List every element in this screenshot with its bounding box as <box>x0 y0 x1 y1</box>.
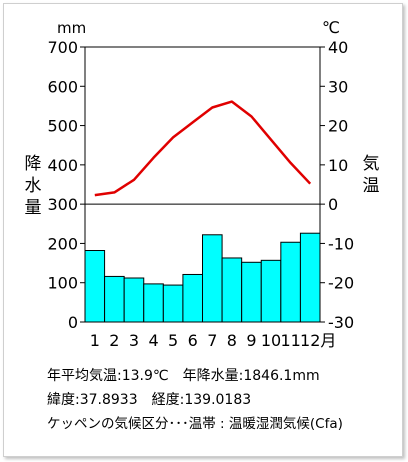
precip-tick-label: 300 <box>47 195 78 214</box>
precipitation-bar-5 <box>162 284 184 323</box>
precip-tick-label: 100 <box>47 274 78 293</box>
precipitation-bars <box>84 232 321 323</box>
temp-axis-label: 気温 <box>363 154 380 196</box>
annual-mean-temperature: 年平均気温:13.9℃ <box>47 368 169 384</box>
precipitation-bar-10 <box>260 259 282 323</box>
precipitation-bar-1 <box>84 250 106 323</box>
svg-text:量: 量 <box>25 198 42 218</box>
month-label: 12月 <box>300 331 336 350</box>
precipitation-bar-6 <box>182 273 204 323</box>
month-label: 8 <box>227 331 237 350</box>
koppen-classification: ケッペンの気候区分･･･温帯 : 温暖湿潤気候(Cfa) <box>47 416 343 432</box>
axes <box>80 46 325 323</box>
latitude: 緯度:37.8933 <box>47 392 138 408</box>
precipitation-bar-8 <box>221 257 243 323</box>
svg-text:水: 水 <box>25 176 42 196</box>
temp-tick-label: 40 <box>328 38 348 57</box>
temperature-line <box>94 100 312 197</box>
precip-axis-label: 降水量 <box>25 154 42 218</box>
annual-precipitation: 年降水量:1846.1mm <box>182 368 320 384</box>
temp-tick-label: 0 <box>328 195 338 214</box>
svg-text:降: 降 <box>25 154 42 174</box>
precipitation-bar-4 <box>143 283 164 323</box>
axis-labels: 0 100 200 300 400 500 600 700 -30 -20 -10 0 10 20 30 40… <box>25 18 380 350</box>
info-line-2: 緯度:37.8933 経度:139.0183 <box>47 392 251 408</box>
info-line-1: 年平均気温:13.9℃ 年降水量:1846.1mm <box>47 368 320 384</box>
svg-text:気: 気 <box>363 154 380 174</box>
precip-tick-label: 700 <box>47 38 78 57</box>
longitude: 経度:139.0183 <box>151 392 252 408</box>
precip-tick-label: 400 <box>47 156 78 175</box>
plot-border <box>84 46 321 323</box>
precipitation-bar-12 <box>299 232 321 323</box>
precipitation-bar-9 <box>241 261 262 323</box>
precip-tick-label: 0 <box>68 313 78 332</box>
precip-tick-label: 500 <box>47 117 78 136</box>
month-label: 7 <box>207 331 217 350</box>
precip-tick-label: 200 <box>47 234 78 253</box>
month-label: 2 <box>109 331 119 350</box>
month-label: 6 <box>188 331 198 350</box>
temp-tick-label: 30 <box>328 77 348 96</box>
month-label: 11 <box>280 331 300 350</box>
precip-tick-label: 600 <box>47 77 78 96</box>
temp-tick-label: 10 <box>328 156 348 175</box>
precipitation-bar-2 <box>104 275 125 323</box>
precipitation-bar-3 <box>123 277 145 323</box>
temp-tick-label: -20 <box>328 274 354 293</box>
month-label: 3 <box>129 331 139 350</box>
precipitation-bar-7 <box>202 234 223 323</box>
month-label: 10 <box>261 331 281 350</box>
precip-unit: mm <box>57 19 86 37</box>
month-label: 1 <box>90 331 100 350</box>
temp-tick-label: 20 <box>328 117 348 136</box>
month-label: 5 <box>168 331 178 350</box>
temp-unit: ℃ <box>322 18 340 37</box>
precipitation-bar-11 <box>280 241 301 323</box>
svg-text:温: 温 <box>363 176 380 196</box>
month-label: 9 <box>246 331 256 350</box>
temp-tick-label: -10 <box>328 234 354 253</box>
month-label: 4 <box>148 331 158 350</box>
temperature-series-line <box>94 100 312 197</box>
temp-tick-label: -30 <box>328 313 354 332</box>
